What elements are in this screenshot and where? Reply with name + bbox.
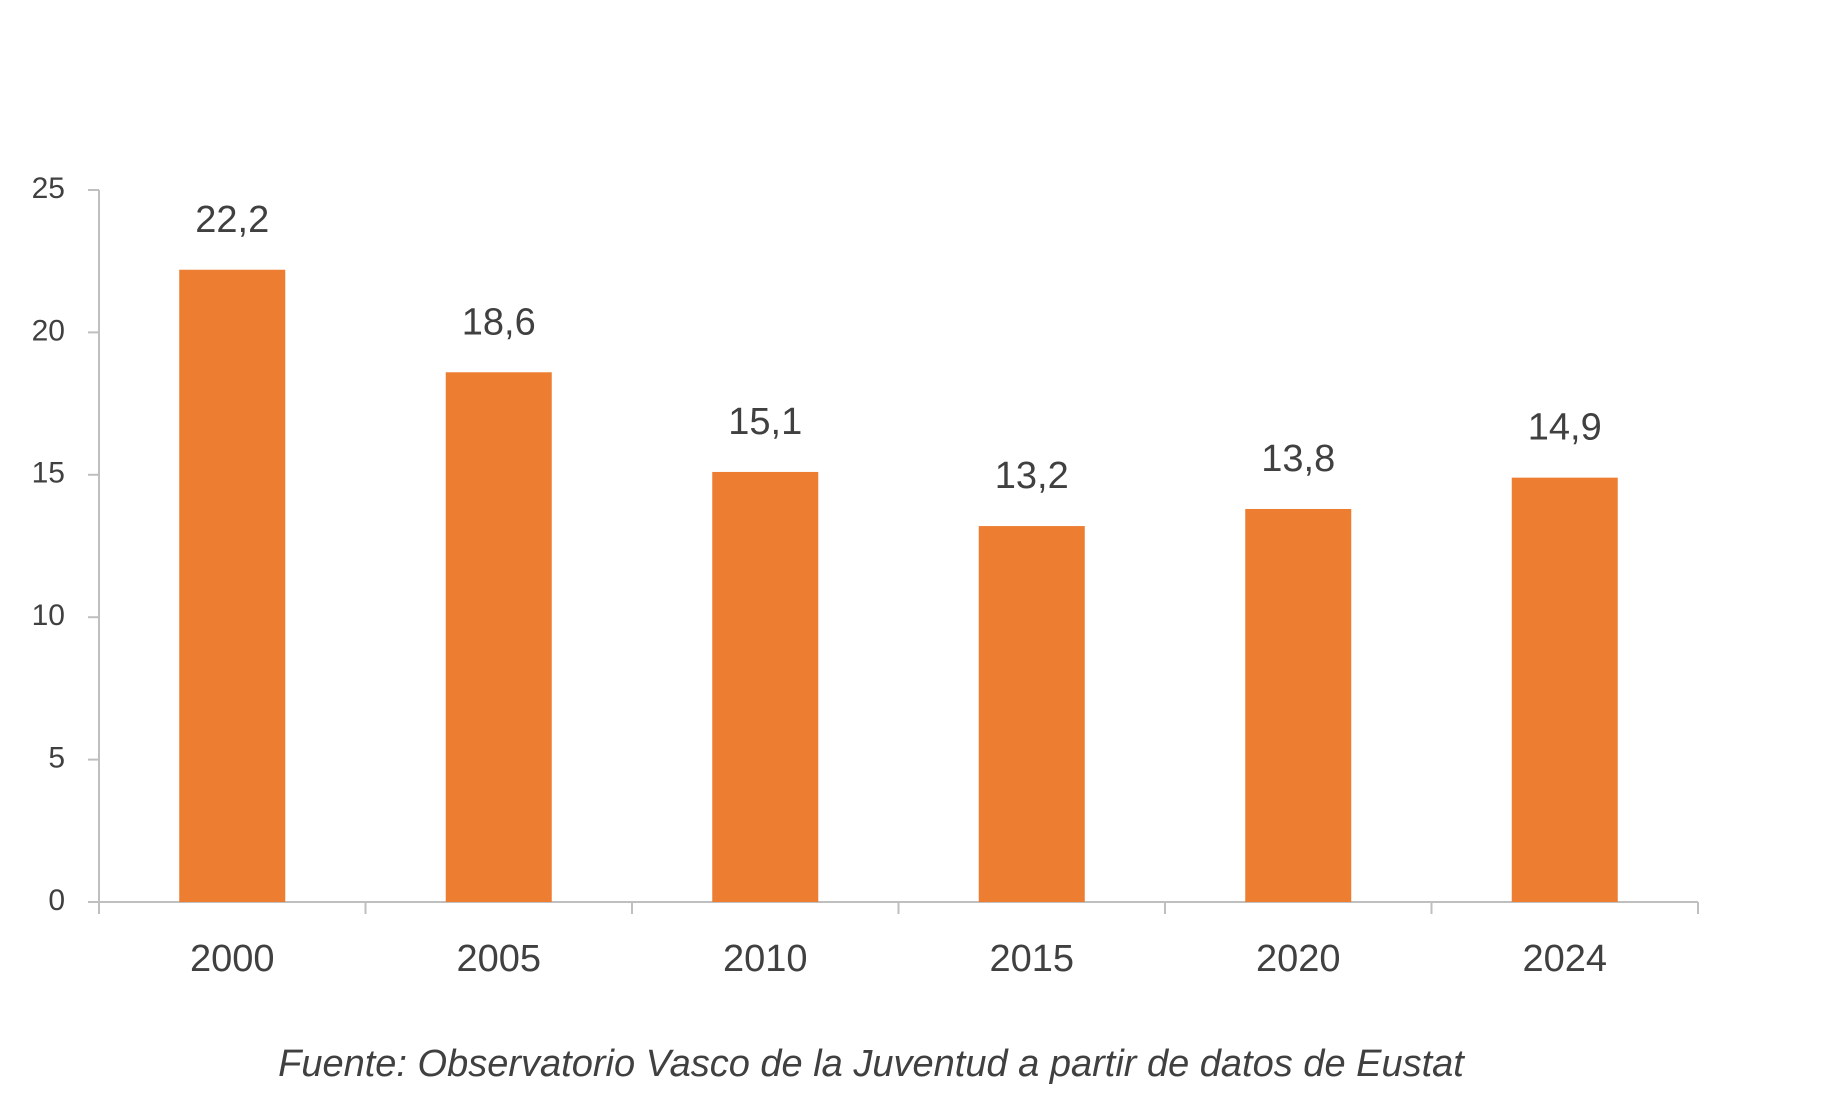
x-tick-label: 2010 — [723, 938, 808, 980]
bar — [179, 269, 286, 902]
x-tick-label: 2005 — [456, 938, 541, 980]
value-label: 18,6 — [462, 301, 536, 343]
x-tick-label: 2024 — [1522, 938, 1607, 980]
y-tick-label: 5 — [48, 742, 65, 775]
value-label: 15,1 — [728, 401, 802, 443]
x-tick-label: 2020 — [1256, 938, 1341, 980]
bar — [712, 471, 819, 902]
bar — [978, 526, 1085, 902]
x-tick-label: 2000 — [190, 938, 275, 980]
source-note: Fuente: Observatorio Vasco de la Juventu… — [278, 1043, 1465, 1085]
y-tick-label: 0 — [48, 884, 65, 917]
value-label: 13,8 — [1261, 438, 1335, 480]
bar — [1245, 508, 1352, 902]
bar — [445, 372, 552, 903]
y-tick-label: 10 — [32, 599, 65, 632]
value-label: 22,2 — [195, 199, 269, 241]
value-label: 14,9 — [1528, 407, 1602, 449]
y-tick-label: 20 — [32, 314, 65, 347]
y-tick-label: 15 — [32, 457, 65, 490]
value-label: 13,2 — [995, 455, 1069, 497]
bar — [1511, 477, 1618, 902]
y-tick-label: 25 — [32, 172, 65, 205]
x-tick-label: 2015 — [989, 938, 1074, 980]
